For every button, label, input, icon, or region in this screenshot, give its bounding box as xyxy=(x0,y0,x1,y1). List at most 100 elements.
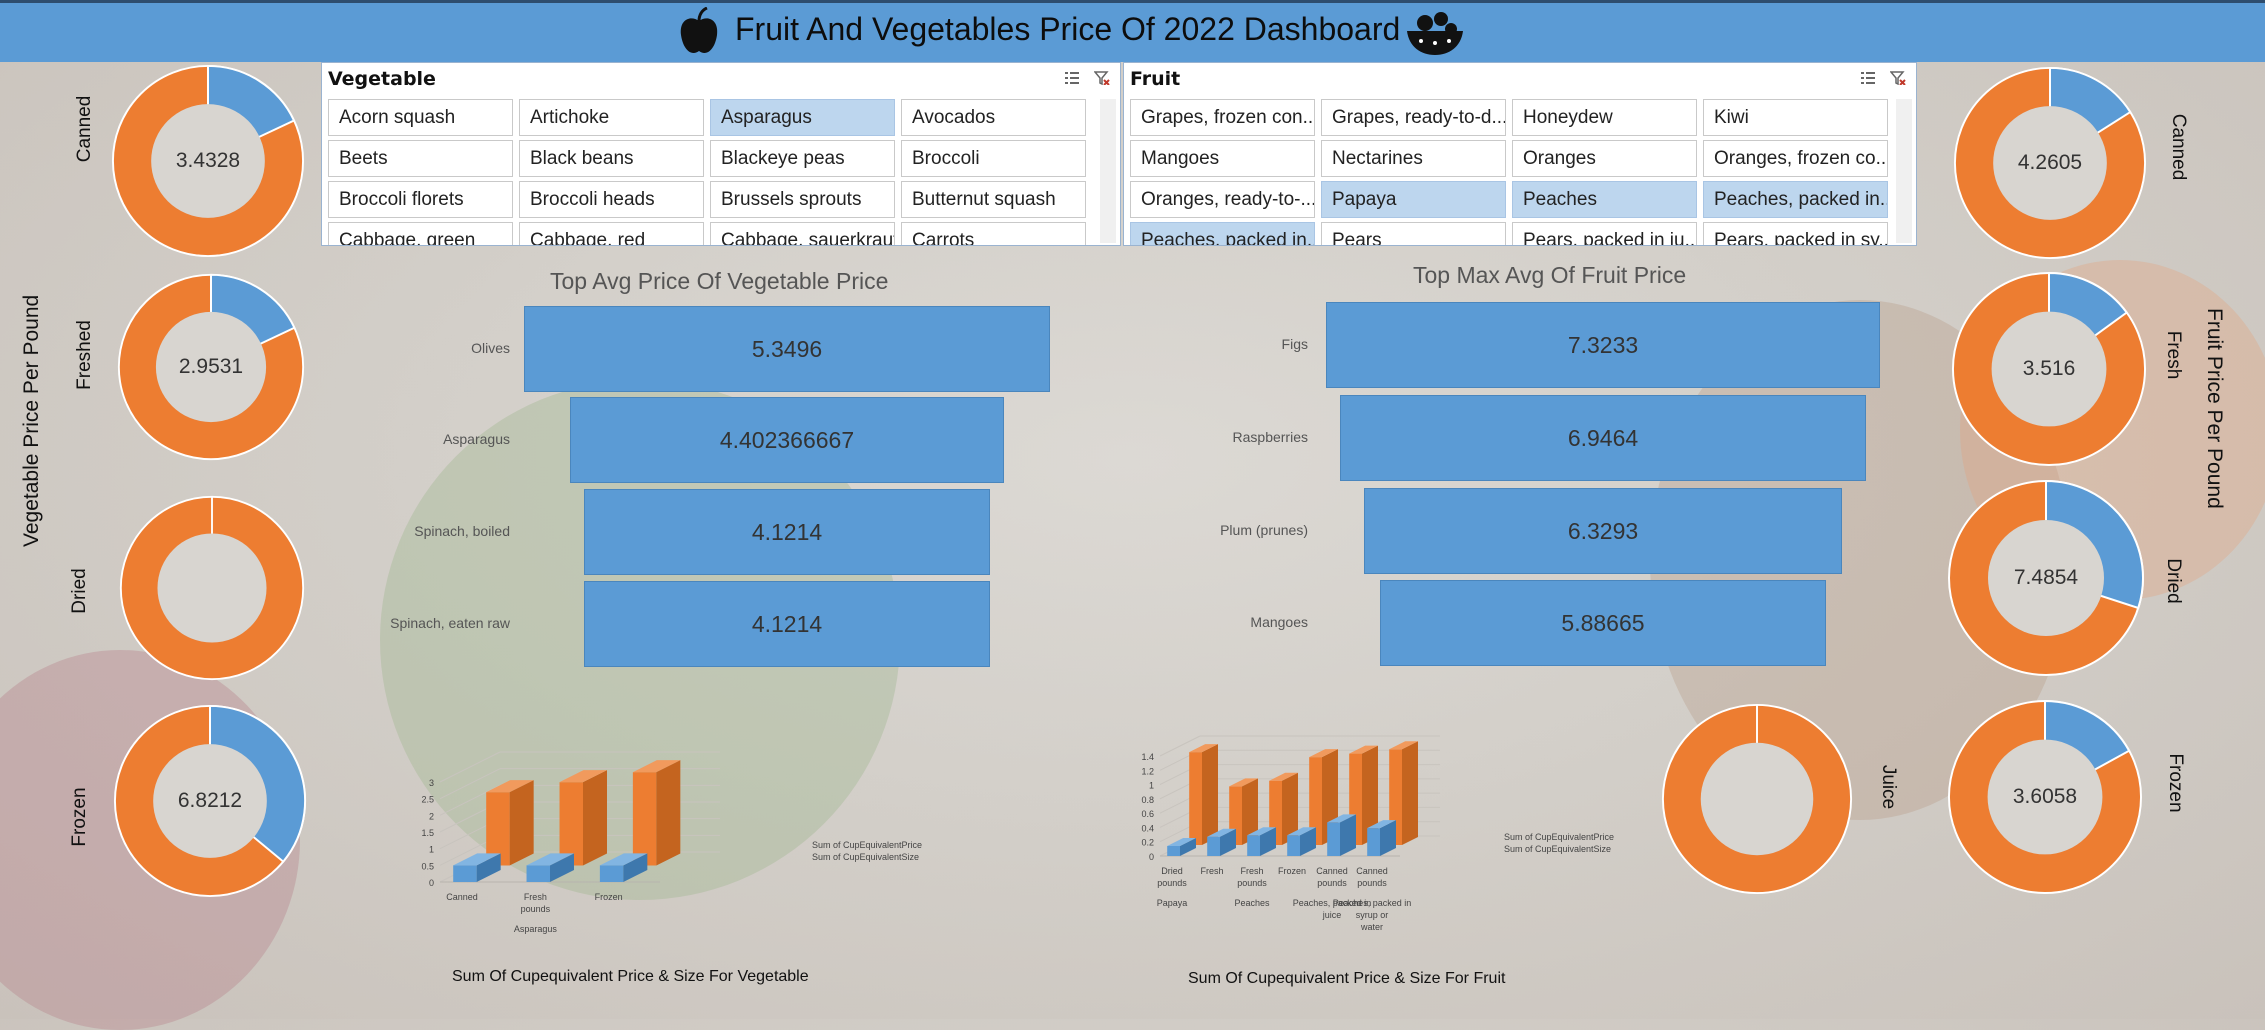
slicer-item[interactable]: Broccoli florets xyxy=(328,181,513,218)
column-sum-of-cupequivalentprice xyxy=(559,770,607,866)
y-tick-label: 0 xyxy=(1149,852,1154,862)
column-top xyxy=(526,853,574,866)
slicer-item[interactable]: Broccoli xyxy=(901,140,1086,177)
donut-vegetable-canned[interactable]: 3.4328 xyxy=(110,63,306,259)
column-side xyxy=(1242,778,1258,845)
column-sum-of-cupequivalentprice xyxy=(1189,744,1218,845)
donut-center-value: 6.8212 xyxy=(177,789,243,812)
column-top xyxy=(486,780,534,793)
slicer-item[interactable]: Beets xyxy=(328,140,513,177)
donut-fruit-canned[interactable]: 4.2605 xyxy=(1952,65,2148,261)
column-sum-of-cupequivalentsize xyxy=(453,853,501,882)
column-face xyxy=(1167,846,1180,856)
gridline-side xyxy=(439,751,501,783)
slicer-item[interactable]: Nectarines xyxy=(1321,140,1506,177)
donut-hole xyxy=(155,311,267,423)
vegetable-canned-label: Canned xyxy=(74,95,95,163)
fruit-price-per-pound-label: Fruit Price Per Pound xyxy=(2203,308,2226,509)
fruit-fresh-label: Fresh xyxy=(2163,330,2184,380)
column-top xyxy=(1247,827,1276,836)
bar-0[interactable]: 7.3233 xyxy=(1326,302,1880,388)
series-legend-label: Sum of CupEquivalentPrice xyxy=(812,840,922,850)
donut-hole xyxy=(151,104,265,218)
clear-filter-icon[interactable] xyxy=(1093,71,1110,86)
slicer-item[interactable]: Peaches xyxy=(1512,181,1697,218)
slicer-item[interactable]: Cabbage, sauerkraut xyxy=(710,222,895,245)
slicer-item[interactable]: Pears, packed in ju... xyxy=(1512,222,1697,245)
y-tick-label: 2.5 xyxy=(421,795,434,805)
slicer-item[interactable]: Papaya xyxy=(1321,181,1506,218)
slicer-item[interactable]: Butternut squash xyxy=(901,181,1086,218)
multi-select-icon[interactable] xyxy=(1860,71,1876,85)
slicer-item[interactable]: Artichoke xyxy=(519,99,704,136)
column-top xyxy=(1327,814,1356,823)
donut-hole xyxy=(1987,739,2103,855)
donut-vegetable-dried[interactable] xyxy=(118,494,306,682)
slicer-item[interactable]: Honeydew xyxy=(1512,99,1697,136)
y-tick-label: 0 xyxy=(429,878,434,888)
donut-hole xyxy=(157,533,267,643)
bar-1[interactable]: 6.9464 xyxy=(1340,395,1866,481)
bar-3[interactable]: 5.88665 xyxy=(1380,580,1826,666)
slicer-item[interactable]: Pears xyxy=(1321,222,1506,245)
slicer-item[interactable]: Kiwi xyxy=(1703,99,1888,136)
slicer-item[interactable]: Acorn squash xyxy=(328,99,513,136)
donut-vegetable-frozen[interactable]: 6.8212 xyxy=(112,703,308,899)
bar-0[interactable]: 5.3496 xyxy=(523,306,1051,392)
slicer-item[interactable]: Brussels sprouts xyxy=(710,181,895,218)
donut-fruit-fresh[interactable]: 3.516 xyxy=(1950,270,2148,468)
slicer-item[interactable]: Cabbage, green xyxy=(328,222,513,245)
column-side xyxy=(1202,744,1218,845)
slicer-item[interactable]: Black beans xyxy=(519,140,704,177)
bar-category-label: Olives xyxy=(471,340,510,356)
donut-center-value: 7.4854 xyxy=(2013,566,2079,589)
slicer-item[interactable]: Carrots xyxy=(901,222,1086,245)
slicer-item[interactable]: Grapes, ready-to-d... xyxy=(1321,99,1506,136)
multi-select-icon[interactable] xyxy=(1064,71,1080,85)
x-category-label: Fresh pounds Peaches xyxy=(1234,866,1270,908)
column-face xyxy=(453,865,477,882)
slicer-item[interactable]: Peaches, packed in... xyxy=(1130,222,1315,245)
slicer-item[interactable]: Oranges, ready-to-... xyxy=(1130,181,1315,218)
column-face xyxy=(1367,828,1380,856)
fruit-bowl-icon xyxy=(1407,12,1463,55)
donut-vegetable-fresh[interactable]: 2.9531 xyxy=(116,272,306,462)
slicer-item[interactable]: Grapes, frozen con... xyxy=(1130,99,1315,136)
slicer-item[interactable]: Mangoes xyxy=(1130,140,1315,177)
column-sum-of-cupequivalentsize xyxy=(599,853,648,882)
donut-fruit-frozen[interactable]: 3.6058 xyxy=(1946,698,2144,896)
bar-2[interactable]: 6.3293 xyxy=(1363,488,1843,574)
slicer-item[interactable]: Asparagus xyxy=(710,99,895,136)
clear-filter-icon[interactable] xyxy=(1889,71,1906,86)
column-top xyxy=(1167,838,1196,846)
column-side xyxy=(1260,827,1276,856)
slicer-item[interactable]: Cabbage, red xyxy=(519,222,704,245)
slicer-item[interactable]: Broccoli heads xyxy=(519,181,704,218)
fruit-canned-label: Canned xyxy=(2168,113,2189,181)
slicer-item[interactable]: Avocados xyxy=(901,99,1086,136)
bar-category-label: Spinach, boiled xyxy=(414,523,510,539)
donut-fruit-dried[interactable]: 7.4854 xyxy=(1946,478,2146,678)
y-tick-label: 2 xyxy=(429,811,434,821)
slicer-item[interactable]: Peaches, packed in... xyxy=(1703,181,1888,218)
slicer-item[interactable]: Blackeye peas xyxy=(710,140,895,177)
slicer-item[interactable]: Oranges xyxy=(1512,140,1697,177)
bar-2[interactable]: 4.1214 xyxy=(584,489,990,575)
dashboard-header: Fruit And Vegetables Price Of 2022 Dashb… xyxy=(0,0,2265,62)
bar-3[interactable]: 4.1214 xyxy=(584,581,990,667)
vegetable-price-per-pound-label: Vegetable Price Per Pound xyxy=(20,294,43,547)
donut-center-value xyxy=(1660,702,1854,896)
vegetable-slicer-scrollbar[interactable] xyxy=(1100,99,1116,243)
column-face xyxy=(632,772,657,866)
y-tick-label: 1.4 xyxy=(1141,752,1154,762)
column-top xyxy=(559,770,607,783)
slicer-item[interactable]: Pears, packed in sy... xyxy=(1703,222,1888,245)
slicer-item[interactable]: Oranges, frozen co... xyxy=(1703,140,1888,177)
donut-fruit-juice[interactable] xyxy=(1660,702,1854,896)
bar-1[interactable]: 4.402366667 xyxy=(570,397,1004,483)
column-side xyxy=(1380,820,1396,856)
fruit-slicer-scrollbar[interactable] xyxy=(1896,99,1912,243)
y-tick-label: 0.6 xyxy=(1141,809,1154,819)
column-face xyxy=(1247,835,1260,856)
y-tick-label: 0.5 xyxy=(421,861,434,871)
